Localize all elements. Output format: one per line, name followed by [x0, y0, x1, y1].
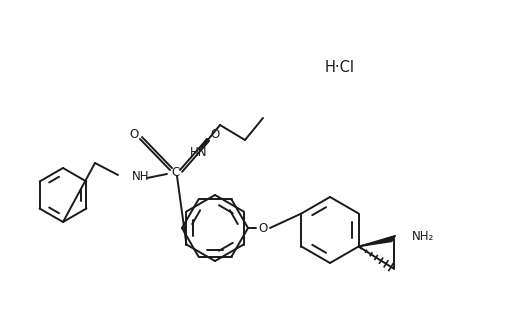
Text: O: O [211, 127, 220, 140]
Polygon shape [359, 236, 395, 246]
Text: O: O [129, 127, 139, 140]
Text: NH₂: NH₂ [412, 230, 434, 243]
Text: C: C [171, 165, 179, 178]
Text: O: O [259, 221, 268, 235]
Text: NH: NH [132, 170, 149, 182]
Text: H·Cl: H·Cl [325, 61, 355, 75]
Text: HN: HN [190, 147, 208, 160]
